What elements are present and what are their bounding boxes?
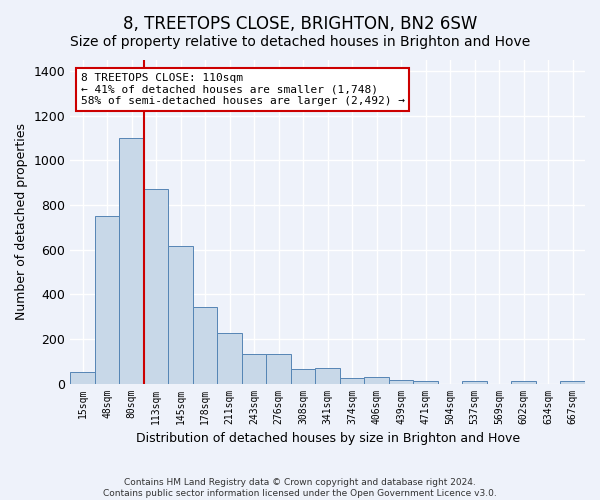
Bar	[511, 382, 536, 384]
Bar	[291, 370, 316, 384]
Bar	[144, 190, 169, 384]
Bar	[217, 332, 242, 384]
Text: 8, TREETOPS CLOSE, BRIGHTON, BN2 6SW: 8, TREETOPS CLOSE, BRIGHTON, BN2 6SW	[123, 15, 477, 33]
Bar	[389, 380, 413, 384]
Bar	[266, 354, 291, 384]
Text: Contains HM Land Registry data © Crown copyright and database right 2024.
Contai: Contains HM Land Registry data © Crown c…	[103, 478, 497, 498]
Bar	[193, 306, 217, 384]
X-axis label: Distribution of detached houses by size in Brighton and Hove: Distribution of detached houses by size …	[136, 432, 520, 445]
Y-axis label: Number of detached properties: Number of detached properties	[15, 124, 28, 320]
Bar	[70, 372, 95, 384]
Bar	[413, 380, 438, 384]
Text: Size of property relative to detached houses in Brighton and Hove: Size of property relative to detached ho…	[70, 35, 530, 49]
Bar	[340, 378, 364, 384]
Bar	[364, 378, 389, 384]
Bar	[119, 138, 144, 384]
Bar	[463, 382, 487, 384]
Bar	[169, 246, 193, 384]
Bar	[316, 368, 340, 384]
Bar	[560, 382, 585, 384]
Bar	[242, 354, 266, 384]
Bar	[95, 216, 119, 384]
Text: 8 TREETOPS CLOSE: 110sqm
← 41% of detached houses are smaller (1,748)
58% of sem: 8 TREETOPS CLOSE: 110sqm ← 41% of detach…	[80, 73, 404, 106]
